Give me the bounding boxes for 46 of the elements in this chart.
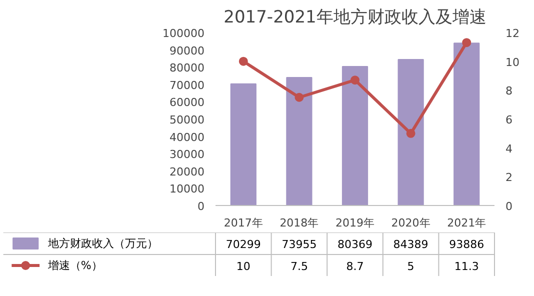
y-tick-label: 50000 bbox=[170, 114, 205, 126]
point bbox=[406, 128, 416, 138]
data-label: 7.5 bbox=[290, 260, 308, 273]
data-label: 8.7 bbox=[346, 260, 364, 273]
y2-tick-label: 2 bbox=[506, 171, 512, 184]
data-label: 11.3 bbox=[454, 260, 479, 273]
y-tick-label: 100000 bbox=[162, 27, 205, 40]
y2-tick-label: 6 bbox=[506, 114, 512, 126]
bar bbox=[286, 77, 312, 206]
legend-label: 地方财政收入（万元） bbox=[46, 237, 158, 250]
bar bbox=[398, 59, 424, 206]
data-label: 10 bbox=[236, 260, 250, 273]
x-tick-label: 2019年 bbox=[336, 216, 375, 230]
y-tick-label: 60000 bbox=[170, 96, 205, 110]
x-tick-label: 2017年 bbox=[224, 216, 263, 230]
y-tick-label: 0 bbox=[198, 200, 204, 213]
data-label: 80369 bbox=[338, 238, 373, 251]
y-tick-label: 30000 bbox=[170, 148, 205, 162]
y-tick-label: 40000 bbox=[170, 130, 205, 144]
x-tick-label: 2018年 bbox=[280, 216, 319, 230]
y-tick-label: 80000 bbox=[170, 62, 205, 75]
bar bbox=[454, 42, 480, 206]
data-label: 70299 bbox=[226, 238, 261, 251]
y-tick-label: 70000 bbox=[170, 78, 205, 92]
y2-tick-label: 4 bbox=[506, 142, 512, 156]
data-label: 84389 bbox=[393, 238, 428, 251]
y-tick-label: 90000 bbox=[170, 44, 205, 58]
y-tick-label: 20000 bbox=[170, 165, 205, 178]
data-label: 5 bbox=[407, 260, 414, 273]
y2-tick-label: 0 bbox=[506, 200, 512, 213]
y2-tick-label: 10 bbox=[506, 56, 520, 69]
data-label: 73955 bbox=[282, 238, 317, 251]
y2-tick-label: 12 bbox=[506, 27, 520, 40]
y2-tick-label: 8 bbox=[506, 84, 512, 98]
chart-title: 2017-2021年地方财政收入及增速 bbox=[224, 8, 486, 28]
point bbox=[238, 56, 248, 66]
data-label: 93886 bbox=[449, 238, 484, 251]
point bbox=[350, 76, 360, 85]
legend-label: 增速（%） bbox=[46, 259, 102, 272]
point bbox=[294, 92, 304, 102]
bar bbox=[342, 66, 368, 206]
x-tick-label: 2020年 bbox=[391, 216, 430, 230]
y-tick-label: 10000 bbox=[170, 182, 205, 196]
bar bbox=[230, 83, 256, 206]
point bbox=[462, 38, 472, 48]
x-tick-label: 2021年 bbox=[447, 216, 486, 230]
